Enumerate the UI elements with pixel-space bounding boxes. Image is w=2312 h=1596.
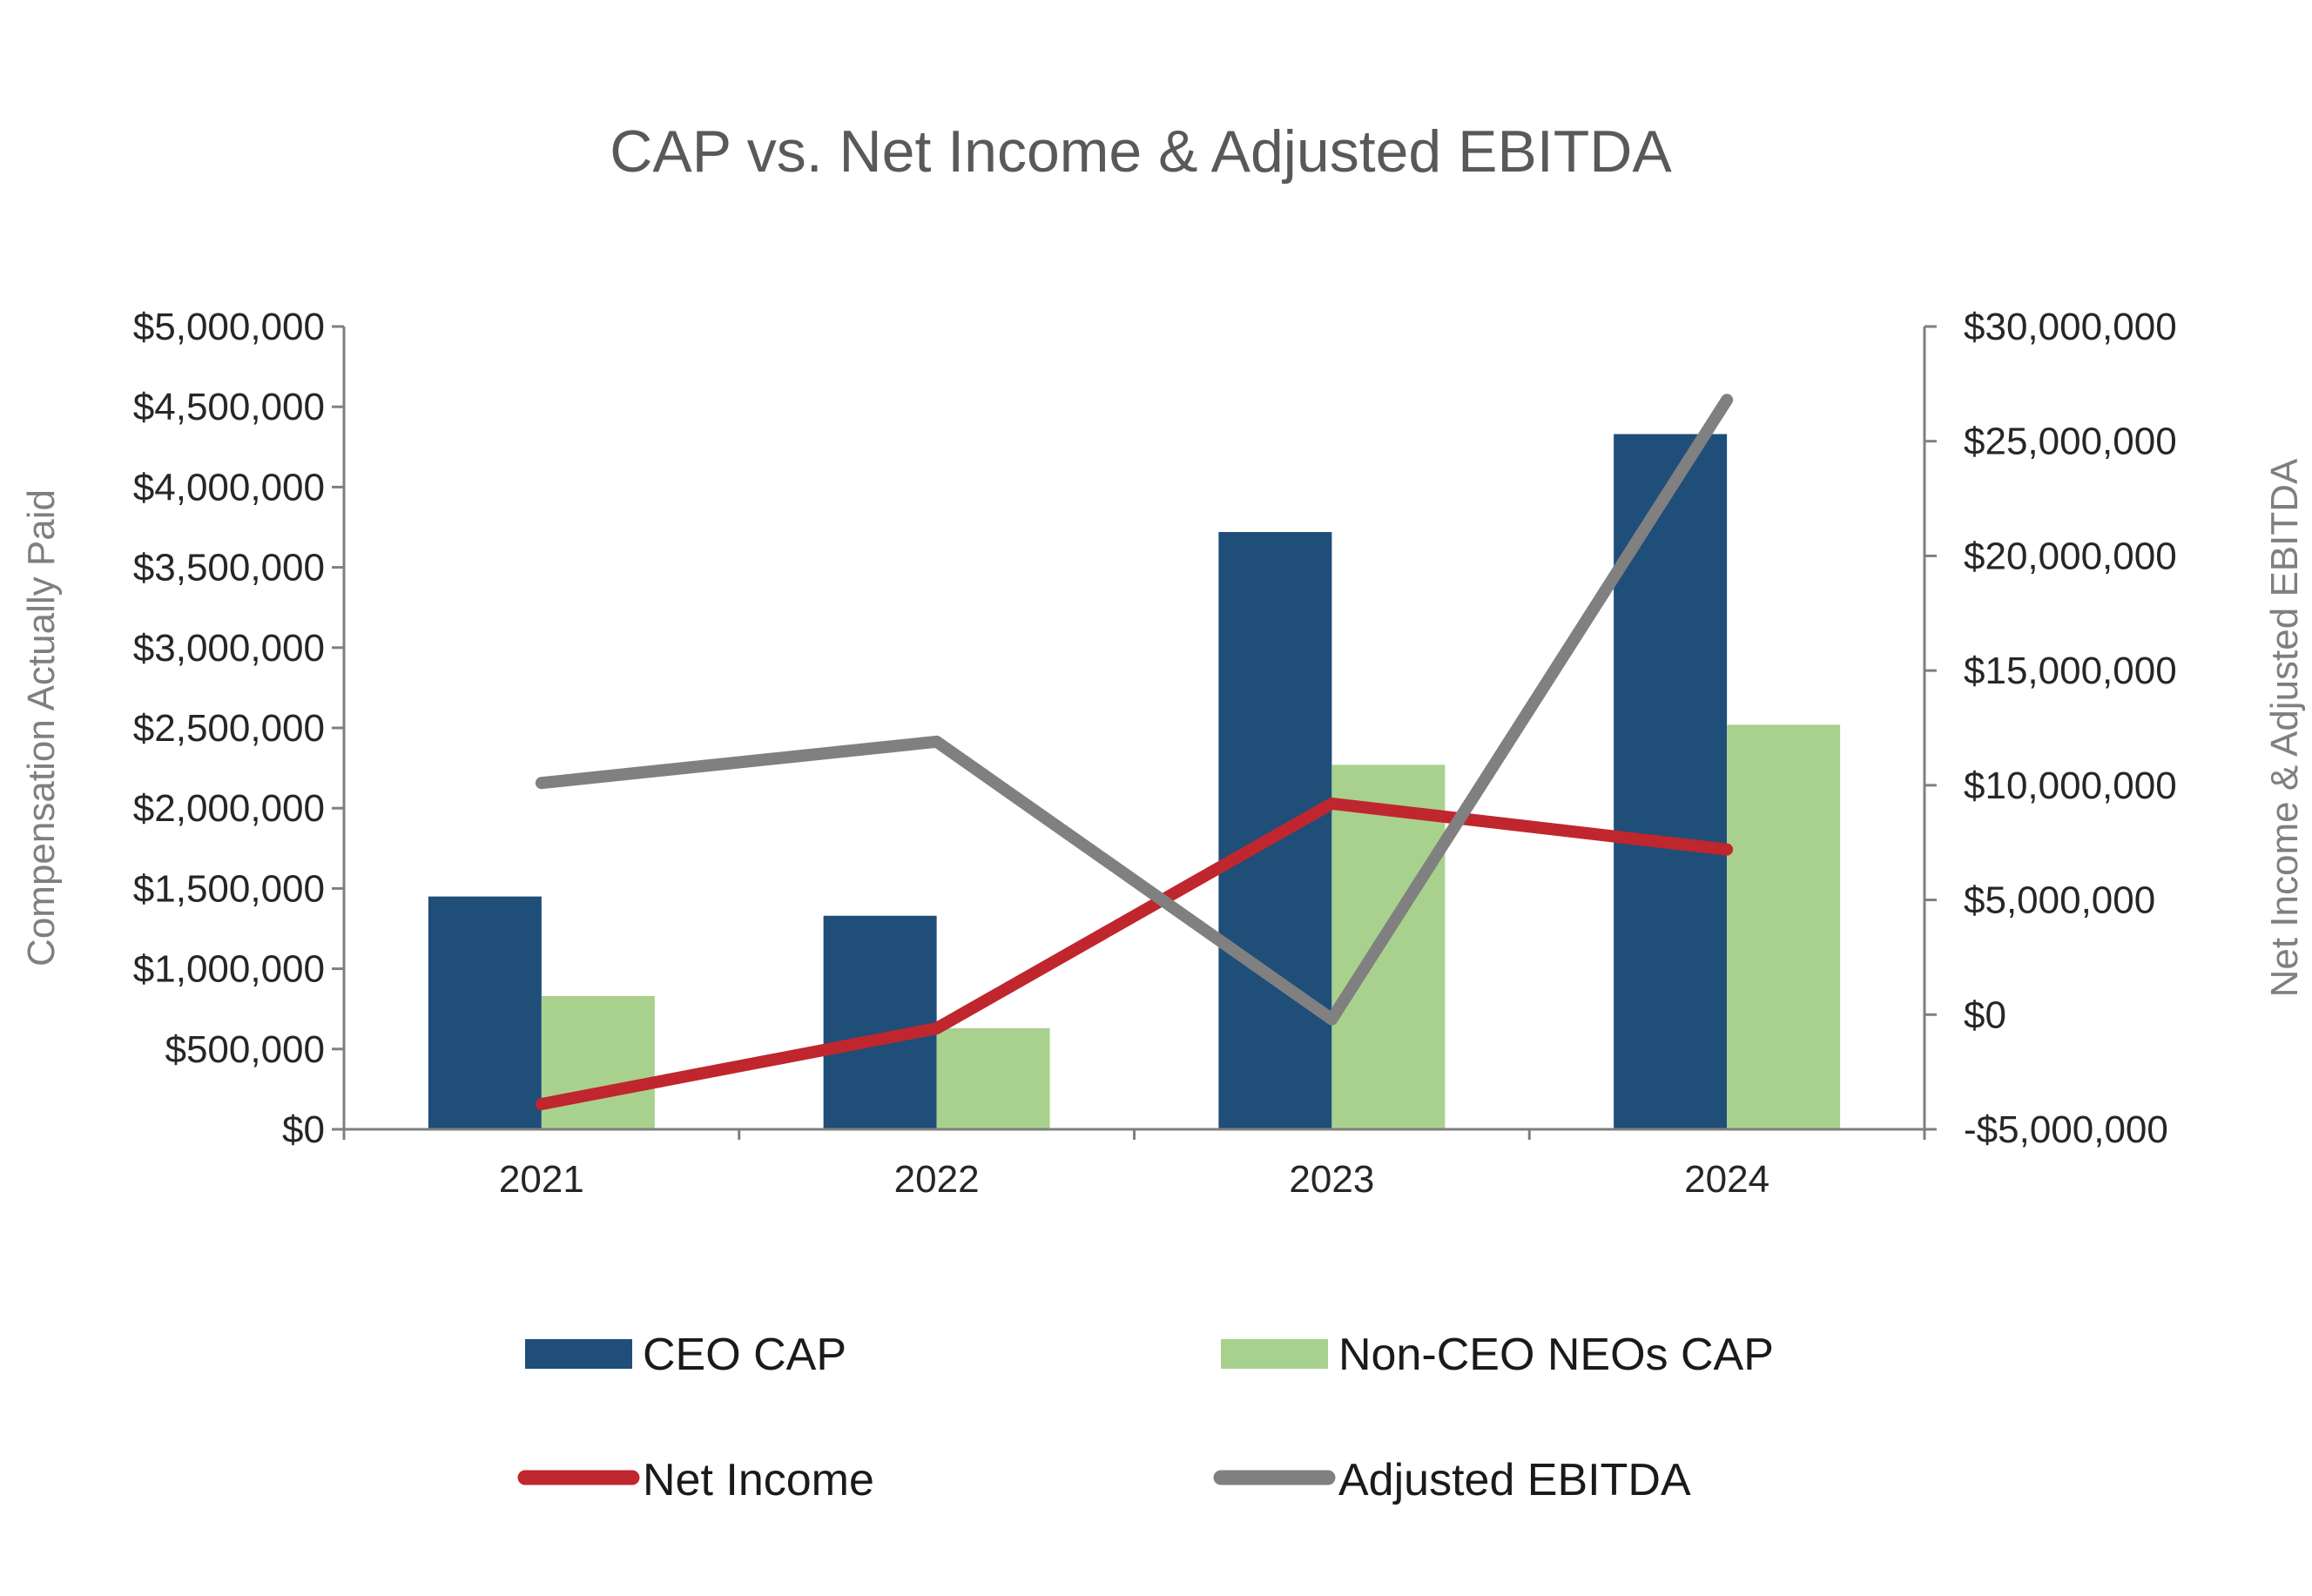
bar-non-ceo-neos-cap-2021 <box>541 995 655 1129</box>
x-tick-label: 2024 <box>1684 1158 1769 1201</box>
right-tick-label: $5,000,000 <box>1964 879 2155 922</box>
bar-non-ceo-neos-cap-2022 <box>936 1027 1050 1129</box>
left-tick-label: $3,500,000 <box>133 547 325 589</box>
chart-title: CAP vs. Net Income & Adjusted EBITDA <box>610 118 1672 185</box>
line-net-income <box>535 797 1734 1111</box>
left-y-ticks: $0 $500,000 $1,000,000 $1,500,000 $2,000,000… <box>133 306 344 1151</box>
bars-layer <box>428 434 1841 1130</box>
left-tick-label: $5,000,000 <box>133 306 325 348</box>
right-tick-label: $25,000,000 <box>1964 421 2177 463</box>
x-tick-label: 2021 <box>499 1158 584 1201</box>
right-tick-label: $15,000,000 <box>1964 650 2177 692</box>
bar-non-ceo-neos-cap-2023 <box>1331 764 1446 1129</box>
legend-label-non-ceo-neos-cap: Non-CEO NEOs CAP <box>1338 1330 1774 1380</box>
bar-ceo-cap-2024 <box>1614 434 1728 1130</box>
left-tick-label: $2,000,000 <box>133 787 325 830</box>
left-tick-label: $4,500,000 <box>133 386 325 428</box>
right-y-ticks: -$5,000,000 $0 $5,000,000 $10,000,000 $15,00… <box>1924 306 2177 1151</box>
left-tick-label: $2,500,000 <box>133 707 325 750</box>
bar-ceo-cap-2021 <box>428 896 542 1129</box>
legend-label-ceo-cap: CEO CAP <box>643 1330 846 1380</box>
left-tick-label: $3,000,000 <box>133 627 325 670</box>
left-tick-label: $1,000,000 <box>133 948 325 991</box>
legend-label-adjusted-ebitda: Adjusted EBITDA <box>1338 1455 1691 1505</box>
lines-layer <box>535 394 1734 1111</box>
right-tick-label: $0 <box>1964 993 2006 1036</box>
line-adjusted-ebitda <box>535 394 1734 1026</box>
legend-swatch-ceo-cap <box>525 1339 632 1369</box>
legend-swatch-non-ceo-neos-cap <box>1221 1339 1328 1369</box>
left-tick-label: $4,000,000 <box>133 466 325 508</box>
legend-label-net-income: Net Income <box>643 1455 874 1505</box>
left-axis-title: Compensation Actually Paid <box>20 489 63 966</box>
left-tick-label: $500,000 <box>165 1028 325 1071</box>
right-tick-label: -$5,000,000 <box>1964 1108 2168 1151</box>
x-ticks: 2021 2022 2023 2024 <box>342 1129 1926 1201</box>
bar-ceo-cap-2022 <box>823 915 937 1129</box>
right-tick-label: $30,000,000 <box>1964 306 2177 348</box>
right-tick-label: $10,000,000 <box>1964 764 2177 807</box>
right-tick-label: $20,000,000 <box>1964 535 2177 577</box>
right-axis-title: Net Income & Adjusted EBITDA <box>2263 458 2306 997</box>
x-tick-label: 2022 <box>894 1158 980 1201</box>
bar-non-ceo-neos-cap-2024 <box>1727 724 1841 1129</box>
left-tick-label: $0 <box>282 1108 325 1151</box>
left-tick-label: $1,500,000 <box>133 867 325 910</box>
legend: CEO CAP Non-CEO NEOs CAP Net Income Adju… <box>517 1330 1774 1505</box>
x-tick-label: 2023 <box>1289 1158 1374 1201</box>
